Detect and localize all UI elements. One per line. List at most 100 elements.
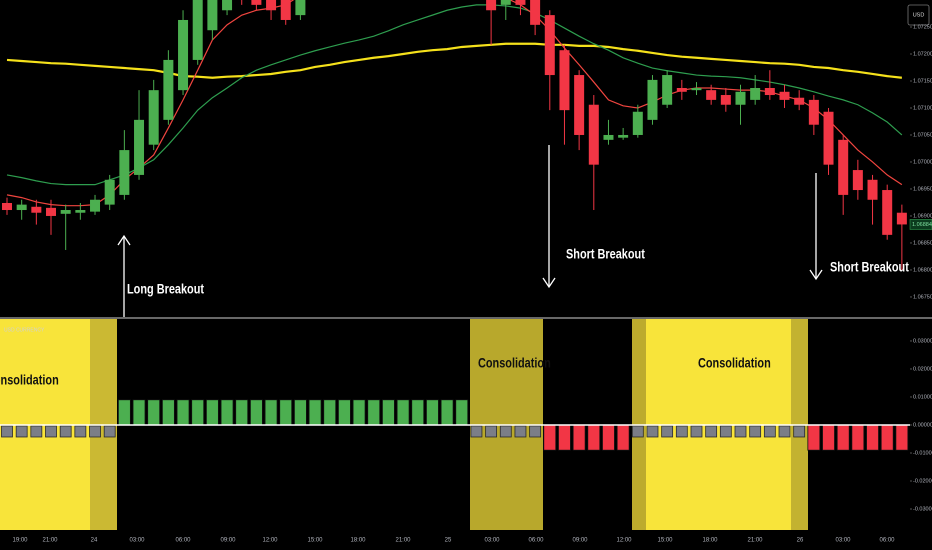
candle-body	[530, 0, 541, 25]
neutral-bar	[59, 425, 72, 438]
candle-body	[192, 0, 203, 60]
y-tick-label: 1.070000	[913, 159, 932, 165]
candle-body	[559, 50, 570, 111]
candle-body	[838, 139, 849, 195]
neutral-bar	[485, 425, 498, 438]
x-tick-label: 09:00	[572, 538, 588, 544]
candle-body	[60, 210, 71, 214]
neutral-bar	[675, 425, 688, 438]
neutral-bar	[734, 425, 747, 438]
neutral-bar	[793, 425, 806, 438]
annotations	[117, 145, 823, 317]
bar	[176, 399, 190, 426]
candle-body	[618, 134, 629, 138]
x-tick-label: 09:00	[220, 538, 236, 544]
candle-body	[852, 170, 863, 191]
bar	[367, 399, 381, 426]
x-tick-label: 25	[445, 538, 452, 544]
candle-body	[647, 79, 658, 120]
bar	[866, 424, 879, 451]
bar	[161, 399, 175, 426]
neutral-bar	[719, 425, 732, 438]
zone	[470, 319, 543, 530]
neutral-bar	[15, 425, 28, 438]
x-tick-label: 12:00	[262, 538, 278, 544]
candle-body	[280, 0, 291, 20]
candle-body	[544, 15, 555, 76]
bar	[543, 424, 557, 451]
candle-body	[764, 88, 775, 96]
y-tick-label: 1.069500	[913, 186, 932, 192]
bar	[338, 399, 351, 426]
last-price-box	[909, 219, 932, 230]
x-tick-label: 21:00	[747, 538, 763, 544]
y-tick-label: 1.071000	[913, 105, 932, 111]
neutral-bar	[74, 425, 87, 438]
y-tick-label: 1.072000	[913, 51, 932, 57]
candle-body	[794, 97, 805, 105]
candle-body	[662, 75, 673, 105]
y-tick-label: 1.072500	[913, 24, 932, 30]
candle-body	[706, 90, 717, 100]
neutral-bar	[763, 425, 776, 438]
neutral-bar	[514, 425, 527, 438]
bar	[851, 424, 865, 451]
x-tick-label: 21:00	[395, 538, 411, 544]
neutral-bar	[631, 425, 644, 438]
candle-body	[882, 190, 893, 235]
neutral-bar	[89, 425, 101, 438]
candle-body	[207, 0, 218, 31]
candle-body	[691, 88, 702, 91]
candle-body	[104, 179, 115, 205]
candle-body	[222, 0, 233, 11]
currency-badge-text[interactable]: USD	[913, 12, 925, 18]
neutral-bar	[30, 425, 43, 438]
bar	[411, 399, 425, 426]
bar	[323, 399, 337, 426]
neutral-bar	[499, 425, 512, 438]
candle-body	[75, 210, 86, 213]
candle-body	[867, 179, 878, 200]
neutral-bar	[45, 425, 57, 438]
candle-body	[720, 95, 731, 105]
bar	[235, 399, 249, 426]
candle-body	[515, 0, 526, 5]
zone	[791, 319, 808, 530]
bar	[220, 399, 234, 426]
bar	[117, 399, 131, 426]
candle-body	[266, 0, 277, 11]
x-tick-label: 06:00	[879, 538, 895, 544]
bar	[191, 399, 205, 426]
x-tick-label: 03:00	[835, 538, 851, 544]
bar	[558, 424, 571, 451]
neutral-bar	[690, 425, 703, 438]
annotation: Short Breakout	[830, 259, 910, 275]
x-tick-label: 06:00	[175, 538, 191, 544]
currency-badge[interactable]	[907, 4, 930, 26]
neutral-bar	[103, 425, 116, 438]
candle-body	[119, 150, 130, 195]
bar	[352, 399, 366, 426]
neutral-bar	[646, 425, 659, 438]
candle-body	[603, 134, 614, 140]
zone-label: Consolidation	[478, 355, 551, 371]
zone	[646, 319, 791, 530]
y-tick-label: 0.000000	[913, 422, 932, 428]
bar	[616, 424, 630, 451]
candle-body	[295, 0, 306, 16]
y-tick-label: 1.069000	[913, 213, 932, 219]
moving-average	[6, 42, 902, 79]
y-tick-label: 1.071500	[913, 78, 932, 84]
candle-body	[2, 203, 12, 211]
candle-body	[588, 104, 599, 165]
bar	[426, 399, 439, 426]
neutral-bar	[749, 425, 762, 438]
x-tick-label: 03:00	[484, 538, 500, 544]
